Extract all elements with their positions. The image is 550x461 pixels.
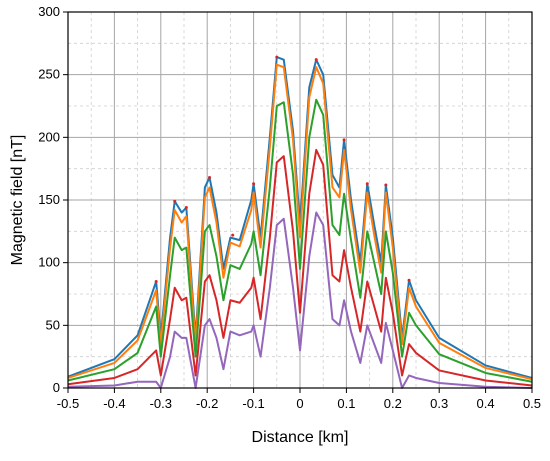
x-tick-label: -0.3 [150,396,172,411]
series-line [67,63,533,381]
x-tick-label: 0.5 [523,396,541,411]
peak-point [208,175,212,179]
peak-point [314,58,318,62]
peak-point [231,233,235,237]
y-tick-label: 50 [46,317,60,332]
x-tick-label: -0.2 [196,396,218,411]
axes [63,11,533,393]
y-tick-label: 100 [38,255,60,270]
y-tick-label: 0 [53,380,60,395]
peak-point [407,278,411,282]
x-axis-label: Distance [km] [252,429,349,446]
peak-point [154,279,158,283]
peak-point [365,182,369,186]
peak-point [173,199,177,203]
peak-point [252,182,256,186]
y-tick-label: 250 [38,67,60,82]
x-tick-label: -0.1 [242,396,264,411]
x-tick-label: 0.4 [477,396,495,411]
grid [67,11,533,389]
x-tick-label: -0.4 [103,396,125,411]
series-line [67,211,533,389]
peak-point [184,206,188,210]
tick-labels: -0.5 -0.4 -0.3 -0.2 -0.1 0 0.1 0.2 0.3 0.4 0.5 0 50 1… [38,4,541,411]
series-lines [67,55,533,389]
x-tick-label: 0 [296,396,303,411]
y-tick-label: 200 [38,129,60,144]
peak-point [275,55,279,59]
series-line [67,98,533,383]
peak-point [384,183,388,187]
x-tick-label: 0.3 [430,396,448,411]
peak-point [342,138,346,142]
series-line [67,148,533,387]
y-axis-label: Magnetic field [nT] [9,135,26,266]
y-tick-label: 300 [38,4,60,19]
x-tick-label: 0.2 [384,396,402,411]
y-tick-label: 150 [38,192,60,207]
x-tick-label: 0.1 [337,396,355,411]
x-tick-label: -0.5 [57,396,79,411]
